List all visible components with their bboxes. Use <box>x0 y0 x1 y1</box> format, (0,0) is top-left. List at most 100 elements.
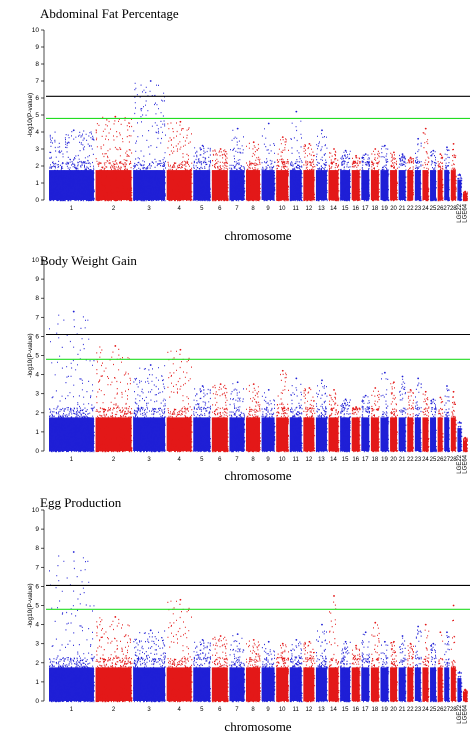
chromosome-25-scatter <box>430 644 437 703</box>
chromosome-23-scatter <box>414 142 422 202</box>
chromosome-19-scatter <box>380 644 390 703</box>
chromosome-18-peak-point <box>374 387 377 389</box>
chromosome-23-peak-point <box>417 625 420 628</box>
chromosome-18-points <box>370 387 380 453</box>
chromosome-3-peak-point <box>149 629 152 632</box>
chromosome-21-points <box>398 153 407 202</box>
y-axis-label: -log10(P-value) <box>27 333 34 377</box>
chromosome-13-points <box>315 379 328 453</box>
chromosome-21-scatter <box>398 637 407 703</box>
y-tick-label: 0 <box>35 698 39 705</box>
chromosome-17-dense-band <box>361 667 370 701</box>
chromosome-26-scatter <box>437 634 444 703</box>
chromosome-10-dense-band <box>276 417 289 451</box>
x-tick-label: 26 <box>437 457 444 463</box>
chromosome-7-dense-band <box>229 417 245 451</box>
chromosome-26-dense-band <box>437 170 443 200</box>
chromosome-11-points <box>289 110 303 202</box>
chromosome-28-points <box>450 390 457 453</box>
chromosome-21-dense-band <box>398 417 406 451</box>
chromosome-6-points <box>211 148 229 202</box>
chromosome-LGE64-points <box>463 436 468 453</box>
chromosome-18-points <box>370 148 380 202</box>
chromosome-23-dense-band <box>414 170 421 200</box>
chromosome-13-peak-point <box>321 623 323 626</box>
chromosome-1-peak-point <box>72 129 75 132</box>
chromosome-20-points <box>390 151 398 202</box>
chromosome-LGE64-peak-point <box>464 190 467 193</box>
chromosome-10-scatter <box>276 644 289 703</box>
chromosome-18-points <box>370 621 380 703</box>
x-tick-label: 13 <box>318 707 325 713</box>
chromosome-16-points <box>351 644 361 703</box>
chromosome-20-points <box>390 381 398 453</box>
x-tick-label: 25 <box>430 206 437 212</box>
chromosome-8-peak-point <box>252 383 255 386</box>
chromosome-15-scatter <box>340 399 351 453</box>
chromosome-15-points <box>340 149 351 202</box>
chromosome-1-peak-point <box>72 551 75 553</box>
x-tick-label: 8 <box>251 707 255 713</box>
x-tick-label: 23 <box>414 457 421 463</box>
chromosome-14-points <box>328 148 340 202</box>
chromosome-14-points <box>328 388 340 453</box>
x-tick-label: 19 <box>381 707 388 713</box>
chromosome-14-peak-point <box>333 595 335 597</box>
chromosome-8-points <box>246 638 261 703</box>
x-tick-label: 21 <box>399 457 406 463</box>
chromosome-20-scatter <box>390 642 398 703</box>
chromosome-3-points <box>133 80 166 202</box>
chromosome-6-peak-point <box>219 635 222 637</box>
chromosome-11-scatter <box>289 383 303 453</box>
chromosome-6-scatter <box>211 384 229 453</box>
chromosome-17-dense-band <box>361 417 370 451</box>
chromosome-4-peak-point <box>179 348 182 351</box>
chromosome-24-scatter <box>422 393 430 453</box>
y-tick-label: 1 <box>35 429 39 436</box>
chromosome-13-scatter <box>316 630 328 703</box>
chromosome-LGE64-peak-point <box>464 688 467 691</box>
chromosome-28-peak-point <box>452 604 455 607</box>
chromosome-15-dense-band <box>340 667 351 701</box>
chromosome-3-scatter <box>133 365 166 453</box>
chromosome-19-dense-band <box>380 170 389 200</box>
x-tick-label: 12 <box>305 206 312 212</box>
chromosome-9-scatter <box>261 128 276 202</box>
chromosome-17-peak-point <box>364 394 367 397</box>
x-tick-label: 4 <box>177 206 181 212</box>
x-axis-label: chromosome <box>224 468 291 483</box>
x-tick-label: 3 <box>147 707 151 713</box>
chromosome-8-peak-point <box>252 638 255 641</box>
chromosome-22-scatter <box>407 157 414 202</box>
chromosome-17-peak-point <box>364 153 367 156</box>
chromosome-28-scatter <box>450 148 457 202</box>
chromosome-16-peak-point <box>355 406 357 408</box>
x-tick-label: 14 <box>330 707 337 713</box>
chromosome-3-peak-point <box>149 80 152 82</box>
chromosome-24-dense-band <box>422 667 429 701</box>
chromosome-15-dense-band <box>340 170 351 200</box>
chromosome-LGE22-points <box>457 173 463 202</box>
x-tick-label: 8 <box>251 206 255 212</box>
chromosome-27-scatter <box>444 388 450 453</box>
chromosome-16-scatter <box>351 156 361 202</box>
x-tick-label: 18 <box>372 457 379 463</box>
chromosome-8-peak-point <box>252 141 255 144</box>
chromosome-16-scatter <box>351 407 361 453</box>
chromosome-28-peak-point <box>452 143 455 145</box>
chromosome-11-dense-band <box>289 667 302 701</box>
chromosome-8-points <box>246 141 261 202</box>
x-tick-label: 7 <box>235 206 239 212</box>
chromosome-10-points <box>276 136 289 202</box>
chromosome-5-points <box>193 144 211 202</box>
chart-title: Abdominal Fat Percentage <box>40 6 179 21</box>
y-axis-label: -log10(P-value) <box>27 583 34 627</box>
chromosome-25-peak-point <box>432 149 435 152</box>
chromosome-22-points <box>407 156 414 202</box>
chromosome-27-points <box>444 146 450 202</box>
chromosome-LGE64-points <box>463 688 468 703</box>
chromosome-12-points <box>303 640 316 703</box>
x-axis-label: chromosome <box>224 719 291 734</box>
chromosome-LGE22-dense-band <box>457 428 462 451</box>
chromosome-21-scatter <box>398 154 407 202</box>
